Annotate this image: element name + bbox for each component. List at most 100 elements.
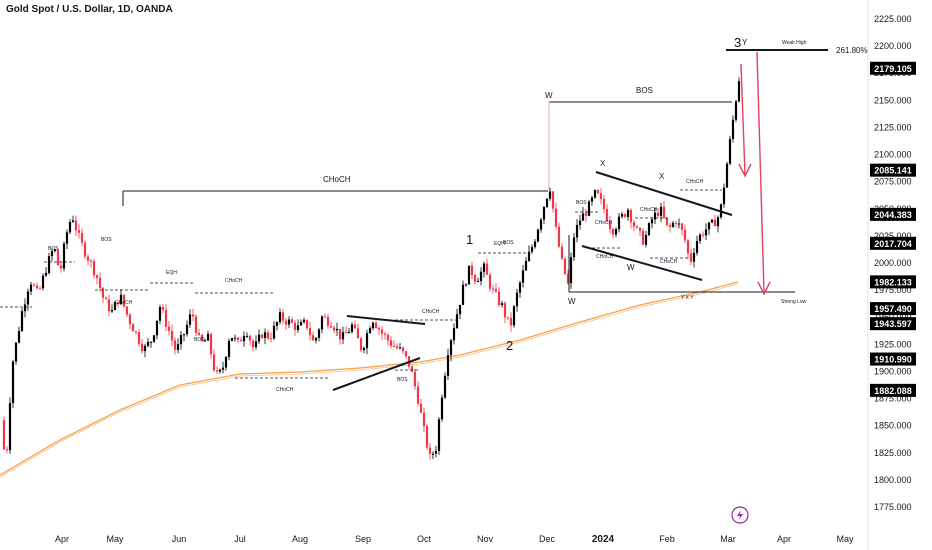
candle-body [257,334,261,342]
candle-body [119,294,123,305]
candle-body [461,284,465,305]
candle-body [308,328,312,336]
candle-body [59,265,63,269]
price-tag-label: 2085.141 [874,166,912,176]
candle-body [680,223,684,230]
candle-body [137,332,141,344]
label-bos: BOS [636,86,653,95]
candle-body [431,453,435,455]
candle-body [56,249,60,266]
candle-body [317,329,321,338]
candle-body [629,209,633,223]
label-bos: BOS [101,237,112,243]
candle-body [146,341,150,346]
candle-body [338,328,342,340]
candle-body [206,333,210,341]
candle-body [236,337,240,340]
price-tag-label: 2017.704 [874,239,912,249]
candle-body [575,225,579,238]
candle-body [410,366,414,372]
time-tick-label: May [106,534,124,544]
candle-body [14,342,18,362]
candle-body [77,230,81,233]
label-bos: BOS [397,377,408,383]
candle-body [32,284,36,286]
candle-body [638,227,642,231]
candle-body [500,303,504,306]
triangle-upper-line [346,315,426,325]
candle-body [293,322,297,330]
candle-body [131,324,135,332]
candle-body [608,221,612,230]
candle-body [494,288,498,292]
candle-body [389,340,393,346]
candle-body [542,206,546,220]
candle-body [683,229,687,241]
candle-body [557,226,561,247]
candle-body [617,216,621,230]
candle-body [611,229,615,235]
candle-body [311,335,315,341]
time-tick-label: Apr [777,534,791,544]
candle-body [527,251,531,261]
candle-body [473,275,477,282]
price-tick-label: 2150.000 [874,95,912,105]
label-fib: 261.80% [836,46,868,55]
candle-body [725,163,729,188]
candle-body [65,232,69,244]
candle-body [386,334,390,341]
candle-body [578,220,582,226]
price-tick-label: 2100.000 [874,150,912,160]
candle-body [509,317,513,326]
candle-body [47,256,51,273]
candle-body [5,449,9,451]
wave-x: X [659,172,665,181]
short-arrow-1-head [738,163,752,178]
time-tick-label: Sep [355,534,371,544]
candle-body [596,190,600,194]
candle-body [554,208,558,227]
candle-body [626,209,630,217]
candle-body [125,306,129,315]
candle-body [614,229,618,235]
wave-2: 2 [506,338,513,353]
candle-body [152,335,156,342]
price-tick-label: 1925.000 [874,339,912,349]
candle-body [356,328,360,339]
candle-body [446,355,450,376]
candle-body [143,345,147,352]
candle-body [605,209,609,222]
candle-body [737,81,741,102]
candle-body [26,291,30,305]
price-tag-box [870,302,916,316]
price-tag-label: 1943.597 [874,319,912,329]
moving-average-path [0,281,739,476]
candle-body [251,340,255,348]
candle-body [623,214,627,217]
candle-body [497,291,501,306]
time-tick-label: Oct [417,534,432,544]
candle-body [416,386,420,404]
candle-body [71,220,75,222]
time-tick-label: Apr [55,534,69,544]
candle-body [41,275,45,289]
candle-body [299,322,303,326]
candle-body [320,316,324,330]
price-tag-label: 1957.490 [874,304,912,314]
candle-body [515,292,519,307]
price-tick-label: 2200.000 [874,41,912,51]
candle-body [470,265,474,276]
candle-body [671,222,675,227]
label-bos: BOS [503,240,514,246]
candle-body [677,223,681,225]
candle-body [140,343,144,352]
candle-body [128,314,132,325]
wave-y: Y [742,38,748,47]
candle-body [161,307,165,311]
price-tick-label: 2000.000 [874,258,912,268]
price-tick-label: 2025.000 [874,231,912,241]
lightning-icon[interactable] [731,506,749,524]
candle-body [512,306,516,326]
candle-body [698,234,702,242]
candle-body [221,367,225,370]
